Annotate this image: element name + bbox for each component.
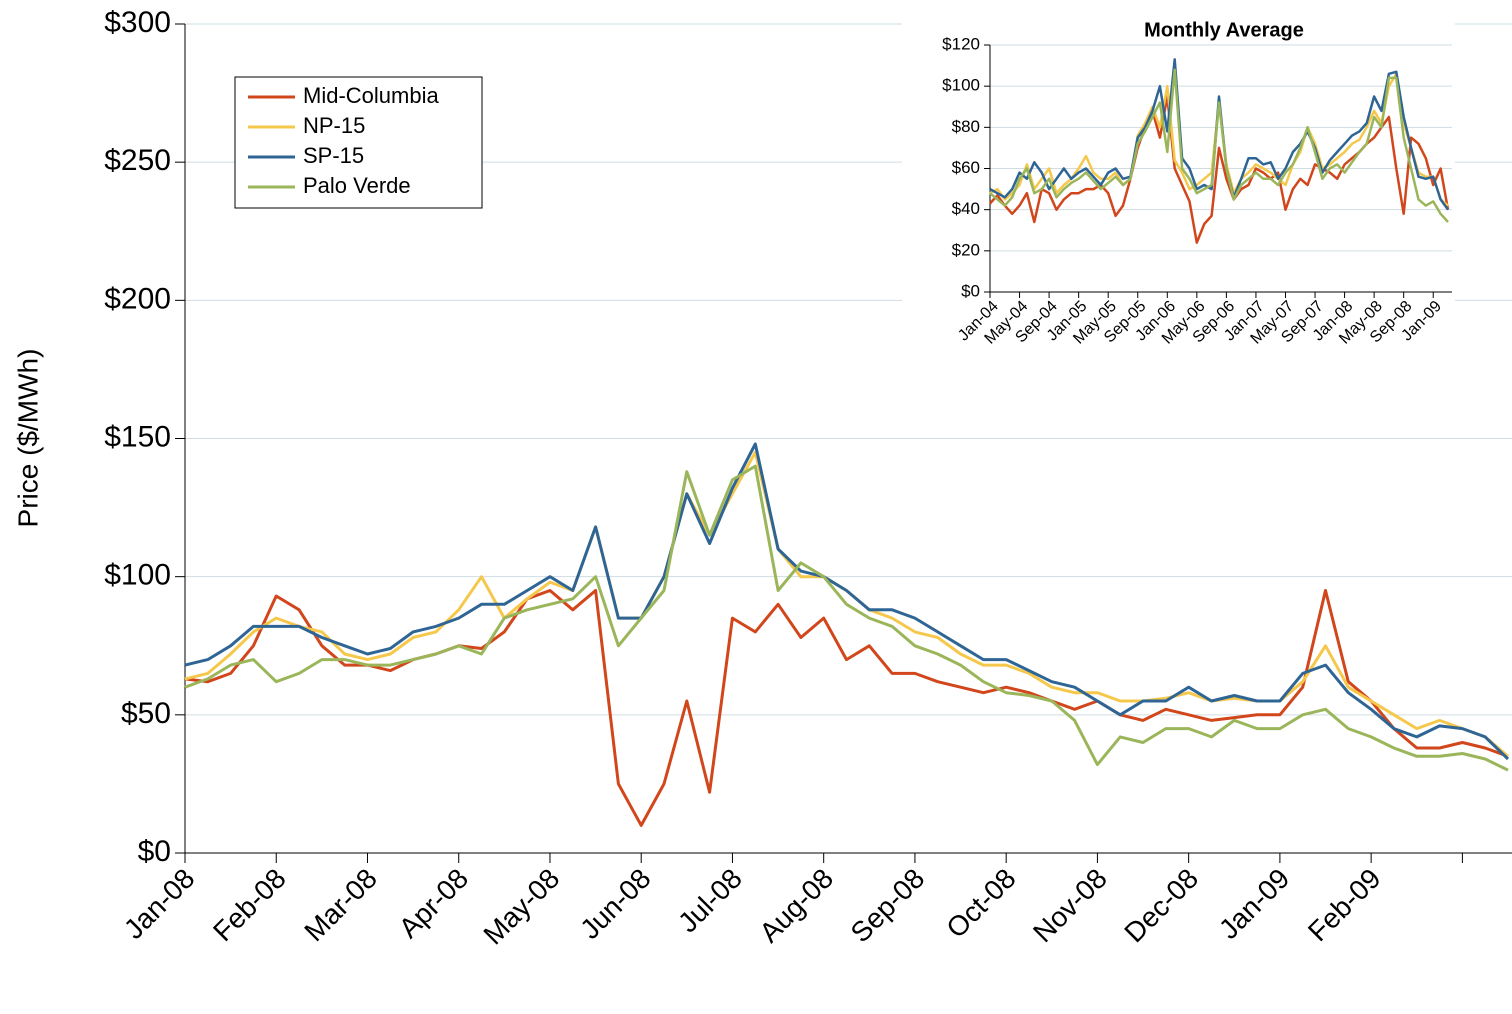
y-tick-label: $200 xyxy=(104,282,171,315)
series-line xyxy=(989,95,1450,244)
series-line xyxy=(184,589,1509,827)
x-tick-label: Jul-08 xyxy=(672,863,748,939)
legend-label: SP-15 xyxy=(303,143,364,168)
chart-title: Monthly Average xyxy=(1144,19,1304,41)
x-tick-label: May-08 xyxy=(477,863,565,951)
inset-background xyxy=(902,12,1455,397)
x-tick-label: Jan-09 xyxy=(1213,863,1295,945)
y-tick-label: $40 xyxy=(952,199,980,218)
y-axis-title: Price ($/MWh) xyxy=(12,349,43,528)
series-line xyxy=(184,442,1510,761)
x-tick-label: Jun-08 xyxy=(574,863,656,945)
y-tick-label: $100 xyxy=(942,76,980,95)
x-tick-label: Jan-08 xyxy=(118,863,200,945)
x-tick-label: Dec-08 xyxy=(1118,863,1204,949)
y-tick-label: $100 xyxy=(104,559,171,592)
y-tick-label: $60 xyxy=(952,158,980,177)
legend-label: Palo Verde xyxy=(303,173,411,198)
series-line xyxy=(184,464,1509,772)
x-tick-label: Feb-08 xyxy=(207,863,292,948)
x-tick-label: Aug-08 xyxy=(753,863,839,949)
series-line xyxy=(989,58,1450,211)
legend-label: Mid-Columbia xyxy=(303,83,439,108)
y-tick-label: $50 xyxy=(121,697,171,730)
y-tick-label: $250 xyxy=(104,144,171,177)
x-tick-label: Nov-08 xyxy=(1027,863,1113,949)
y-tick-label: $80 xyxy=(952,117,980,136)
y-tick-label: $150 xyxy=(104,420,171,453)
x-tick-label: Feb-09 xyxy=(1302,863,1387,948)
y-tick-label: $20 xyxy=(952,240,980,259)
legend-label: NP-15 xyxy=(303,113,365,138)
y-tick-label: $0 xyxy=(961,281,980,300)
x-tick-label: Apr-08 xyxy=(393,863,474,944)
y-tick-label: $0 xyxy=(138,835,171,868)
y-tick-label: $300 xyxy=(104,6,171,39)
x-tick-label: Sep-08 xyxy=(845,863,931,949)
series-line xyxy=(989,68,1449,223)
x-tick-label: Mar-08 xyxy=(298,863,383,948)
x-tick-label: Oct-08 xyxy=(940,863,1021,944)
y-tick-label: $120 xyxy=(942,34,980,53)
